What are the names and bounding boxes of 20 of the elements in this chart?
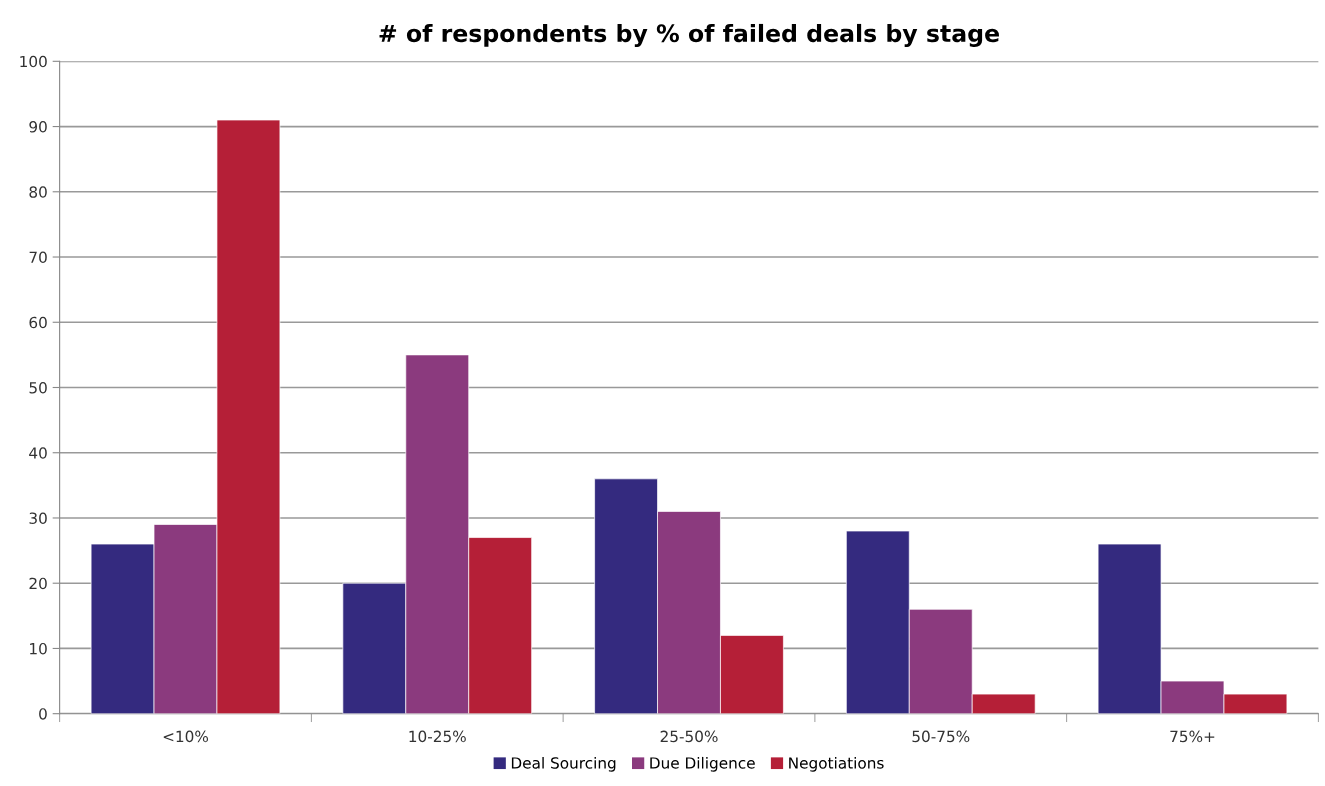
legend-label: Due Diligence: [650, 756, 755, 772]
y-tick-label: 80: [29, 186, 47, 198]
y-tick-label: 100: [20, 55, 47, 68]
y-tick-label: 90: [29, 121, 47, 133]
y-tick-label: 20: [29, 577, 47, 590]
legend-label: Deal Sourcing: [511, 756, 616, 772]
y-tick-label: 10: [30, 642, 47, 655]
y-tick-label: 40: [29, 447, 47, 459]
legend-label: Negotiations: [789, 756, 884, 772]
y-tick-label: 0: [39, 708, 47, 720]
x-tick-label: 10-25%: [409, 730, 466, 743]
y-tick-label: 50: [29, 381, 47, 394]
x-tick-label: 25-50%: [660, 730, 718, 743]
y-tick-label: 60: [29, 316, 47, 329]
x-tick-label: 75%+: [1170, 730, 1215, 743]
x-tick-label: 50-75%: [912, 730, 970, 743]
y-tick-label: 70: [29, 251, 47, 264]
chart-title: # of respondents by % of failed deals by stage: [379, 23, 999, 47]
y-tick-label: 30: [29, 512, 47, 524]
x-tick-label: <10%: [163, 730, 209, 743]
